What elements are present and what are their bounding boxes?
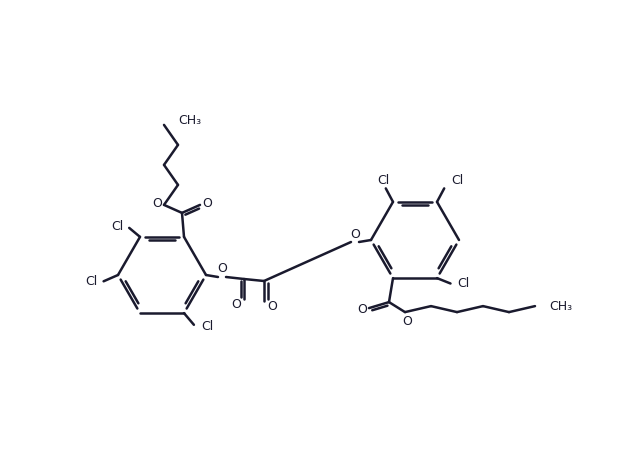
Text: O: O bbox=[402, 314, 412, 328]
Text: O: O bbox=[350, 227, 360, 241]
Text: Cl: Cl bbox=[378, 174, 390, 187]
Text: O: O bbox=[202, 197, 212, 211]
Text: O: O bbox=[231, 298, 241, 311]
Text: O: O bbox=[217, 263, 227, 275]
Text: Cl: Cl bbox=[458, 277, 470, 290]
Text: Cl: Cl bbox=[86, 275, 98, 288]
Text: CH₃: CH₃ bbox=[549, 299, 572, 313]
Text: Cl: Cl bbox=[201, 321, 213, 333]
Text: Cl: Cl bbox=[111, 220, 124, 234]
Text: Cl: Cl bbox=[451, 174, 463, 187]
Text: O: O bbox=[357, 303, 367, 316]
Text: O: O bbox=[267, 299, 277, 313]
Text: CH₃: CH₃ bbox=[178, 114, 201, 127]
Text: O: O bbox=[152, 197, 162, 211]
